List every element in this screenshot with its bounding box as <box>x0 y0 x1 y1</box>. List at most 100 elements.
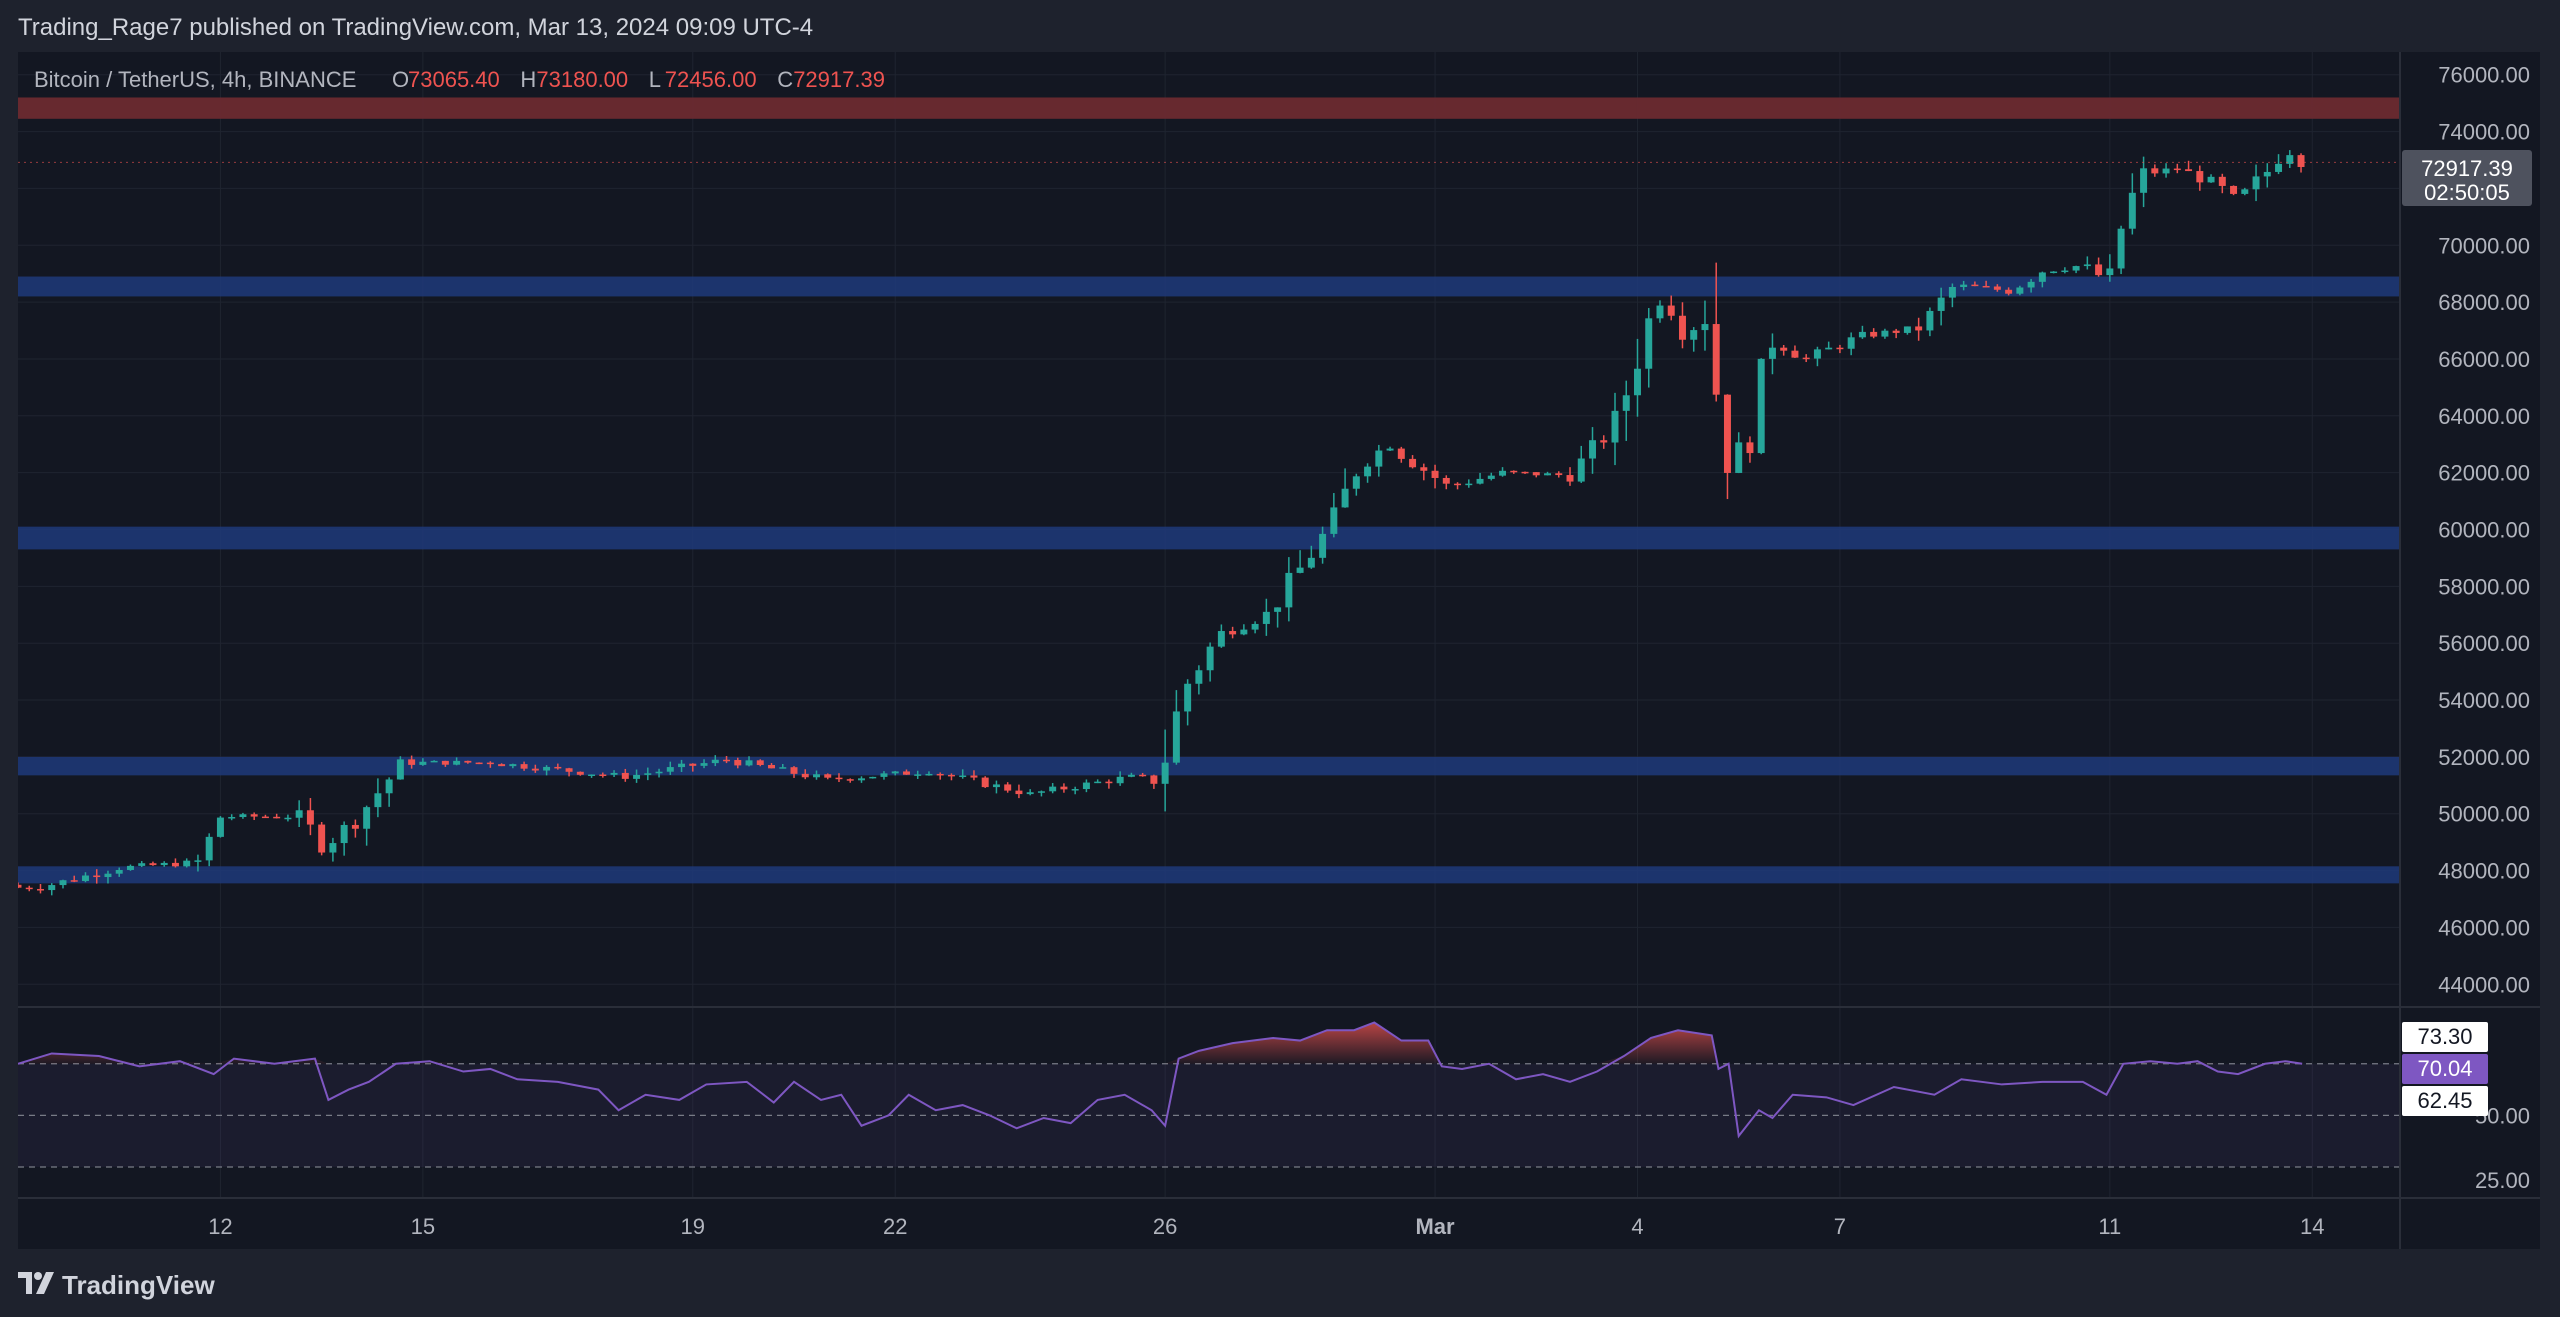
candle-body <box>160 862 168 866</box>
legend-low-value: 72456.00 <box>665 67 757 92</box>
time-tick-label: 4 <box>1631 1214 1643 1239</box>
candle-body <box>1206 646 1214 671</box>
candle-body <box>1476 478 1484 484</box>
support-zone <box>18 526 2400 550</box>
candle-body <box>1802 357 1810 360</box>
candle-body <box>2297 155 2305 167</box>
candle-body <box>295 810 303 818</box>
last-price-countdown: 02:50:05 <box>2424 180 2510 205</box>
price-tick-label: 62000.00 <box>2438 461 2530 486</box>
candle-body <box>734 760 742 766</box>
candle-body <box>475 762 483 765</box>
candle-body <box>228 817 236 819</box>
candle-body <box>1678 315 1686 340</box>
candle-body <box>115 869 123 874</box>
rsi-tick-label: 25.00 <box>2475 1168 2530 1193</box>
candle-body <box>1915 326 1923 331</box>
price-tick-label: 68000.00 <box>2438 290 2530 315</box>
last-price-value: 72917.39 <box>2421 156 2513 181</box>
candle-body <box>2275 163 2283 172</box>
candle-body <box>2016 287 2024 294</box>
candle-body <box>374 793 382 808</box>
candle-body <box>2151 168 2159 174</box>
candle-body <box>1240 629 1248 635</box>
candle-body <box>1217 631 1225 647</box>
candle-body <box>1589 440 1596 459</box>
candle-body <box>104 873 112 878</box>
price-tick-label: 74000.00 <box>2438 120 2530 145</box>
candle-body <box>644 773 652 775</box>
candle-body <box>1409 458 1417 468</box>
candle-body <box>216 817 224 837</box>
candle-body <box>1184 683 1192 712</box>
candle-body <box>1015 790 1023 795</box>
candle-body <box>1274 607 1282 612</box>
candle-body <box>768 764 775 769</box>
candle-body <box>1127 774 1135 777</box>
candle-body <box>1825 347 1833 350</box>
candle-body <box>970 775 978 778</box>
rsi-value-tag <box>2402 1054 2488 1084</box>
candle-body <box>284 817 292 820</box>
candle-body <box>1892 330 1900 333</box>
candle-body <box>1544 473 1552 476</box>
candle-body <box>1690 330 1698 340</box>
candle-body <box>1229 631 1237 635</box>
candle-body <box>1971 284 1979 287</box>
candle-body <box>835 777 843 780</box>
legend-open-label: O <box>392 67 409 92</box>
candle-body <box>48 885 56 891</box>
candle-body <box>419 761 427 765</box>
candle-body <box>711 759 719 764</box>
candle-body <box>126 865 134 870</box>
chart-svg[interactable]: 76000.0074000.0072000.0070000.0068000.00… <box>18 52 2540 1249</box>
candle-body <box>205 836 213 861</box>
candle-body <box>453 760 461 765</box>
rsi-layer <box>18 1021 2400 1168</box>
candle-body <box>936 773 944 776</box>
candle-body <box>846 779 854 781</box>
zone-layer <box>18 97 2400 884</box>
candle-body <box>700 763 708 766</box>
candle-body <box>2230 185 2238 194</box>
candle-body <box>1634 368 1641 396</box>
candle-body <box>689 763 697 766</box>
price-tick-label: 50000.00 <box>2438 802 2530 827</box>
price-tick-label: 70000.00 <box>2438 233 2530 258</box>
candle-body <box>306 810 314 825</box>
candle-body <box>1577 458 1585 482</box>
candle-body <box>1150 775 1158 784</box>
candle-body <box>2241 189 2249 194</box>
price-tick-label: 48000.00 <box>2438 859 2530 884</box>
candle-body <box>1026 792 1034 795</box>
candle-body <box>385 779 393 794</box>
candle-body <box>2106 268 2114 276</box>
candle-body <box>1813 349 1821 359</box>
candle-body <box>1645 318 1653 369</box>
candle-body <box>633 774 641 779</box>
candle-body <box>1251 623 1259 630</box>
chart-frame[interactable]: 76000.0074000.0072000.0070000.0068000.00… <box>18 52 2540 1249</box>
candle-body <box>441 760 449 765</box>
candle-body <box>1049 786 1057 792</box>
candle-body <box>891 771 899 774</box>
candle-body <box>2218 176 2226 186</box>
candle-body <box>2128 192 2136 229</box>
candle-body <box>261 816 269 819</box>
candle-body <box>1285 572 1293 608</box>
price-tick-label: 54000.00 <box>2438 688 2530 713</box>
candle-body <box>2083 264 2091 267</box>
candle-body <box>351 824 359 829</box>
tradingview-logo-icon <box>18 1270 54 1301</box>
candle-body <box>1858 331 1866 338</box>
candle-body <box>2072 266 2080 271</box>
candle-body <box>1611 410 1619 443</box>
candle-body <box>1937 297 1945 311</box>
candle-body <box>138 863 146 866</box>
legend-high-value: 73180.00 <box>536 67 628 92</box>
candle-body <box>1622 395 1630 411</box>
candle-body <box>1094 781 1102 784</box>
rsi-overbought-fill <box>18 1022 2303 1064</box>
candle-body <box>1386 448 1394 451</box>
legend-high-label: H <box>520 67 536 92</box>
